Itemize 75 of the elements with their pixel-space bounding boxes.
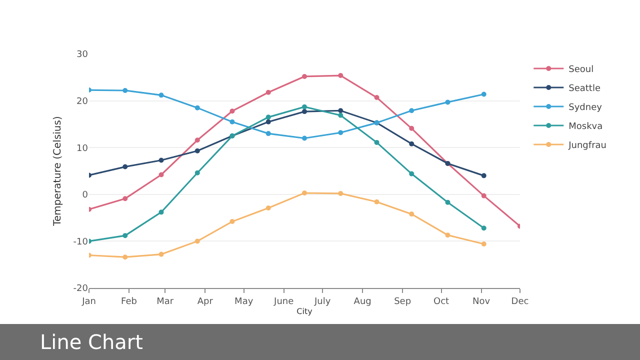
x-tick-label: Jan — [81, 296, 96, 307]
point — [409, 212, 414, 217]
point — [302, 109, 307, 114]
legend-label: Seattle — [568, 84, 601, 94]
legend-label: Sydney — [568, 103, 603, 114]
point — [302, 136, 307, 141]
point — [122, 233, 128, 238]
x-tick-label: Dec — [511, 296, 529, 307]
point — [122, 254, 128, 260]
point — [302, 74, 307, 79]
point — [266, 131, 271, 136]
point — [266, 119, 271, 124]
point — [158, 172, 164, 178]
x-tick-label: June — [273, 296, 294, 307]
point — [230, 119, 235, 124]
text: Line Chart — [40, 330, 144, 354]
point — [338, 108, 344, 114]
point — [266, 90, 271, 95]
point — [445, 200, 450, 205]
x-tick-label: Feb — [121, 296, 138, 307]
point — [338, 112, 344, 118]
point — [481, 173, 486, 178]
y-tick-label: -20 — [73, 284, 88, 294]
x-tick-label: Nov — [472, 296, 491, 307]
point — [302, 104, 307, 110]
point — [374, 140, 380, 145]
point — [409, 108, 414, 114]
point — [338, 190, 344, 196]
point — [194, 238, 200, 244]
x-tick-label: Apr — [197, 296, 214, 307]
point — [409, 171, 414, 176]
legend-label: Jungfrau — [568, 141, 606, 152]
x-tick-label: May — [234, 296, 254, 307]
point — [158, 252, 164, 257]
legend-label: Moskva — [568, 122, 603, 132]
point — [266, 114, 271, 120]
x-tick-label: Sep — [394, 296, 412, 307]
point — [481, 226, 486, 231]
point — [338, 73, 344, 78]
point — [266, 205, 271, 210]
point — [374, 199, 380, 204]
y-tick-label: 0 — [82, 190, 88, 201]
point — [374, 95, 380, 100]
point — [409, 141, 414, 146]
y-tick-label: 20 — [76, 96, 88, 107]
point — [158, 210, 164, 215]
point — [230, 108, 235, 114]
point — [481, 193, 486, 198]
point — [338, 130, 344, 136]
point — [194, 170, 200, 176]
point — [445, 232, 450, 238]
x-tick-label: Aug — [354, 296, 372, 307]
x-tick-label: Oct — [434, 296, 450, 307]
point — [158, 92, 164, 98]
point — [194, 138, 200, 143]
x-tick-label: Mar — [156, 296, 174, 307]
point — [302, 190, 307, 196]
x-tick-label: July — [313, 296, 332, 307]
legend-label: Seoul — [568, 65, 594, 76]
point — [481, 242, 486, 247]
y-tick-label: -10 — [73, 237, 88, 248]
x-axis-title: City — [296, 306, 313, 316]
y-axis-title: Temperature (Celsius) — [52, 116, 64, 227]
y-tick-label: 10 — [76, 144, 88, 154]
point — [230, 219, 235, 224]
point — [122, 164, 128, 170]
point — [481, 92, 486, 97]
point — [194, 105, 200, 110]
point — [409, 126, 414, 131]
y-tick-label: 30 — [76, 50, 88, 60]
point — [445, 100, 450, 105]
point — [194, 148, 200, 154]
point — [158, 158, 164, 163]
point — [122, 88, 128, 93]
point — [122, 196, 128, 202]
